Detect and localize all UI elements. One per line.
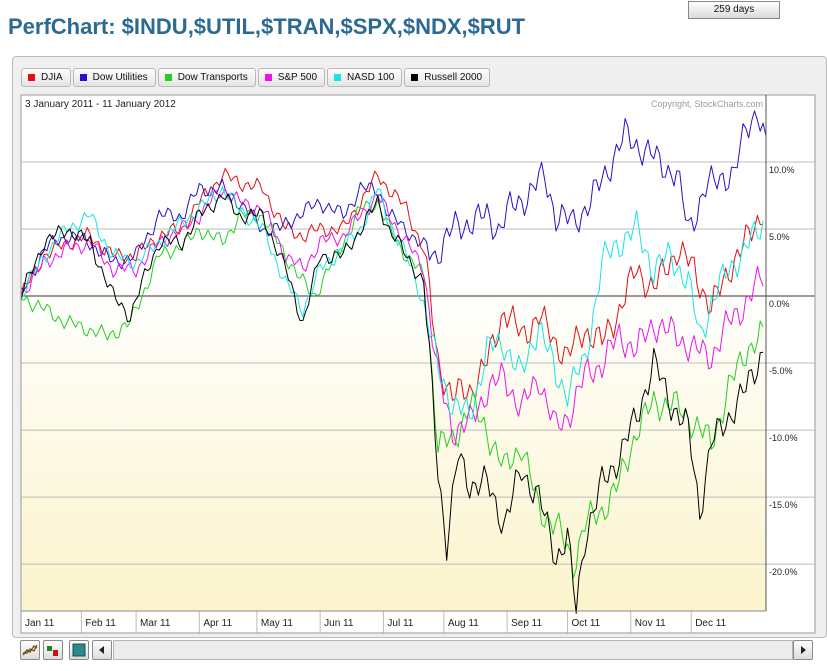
x-tick-label: Sep 11	[511, 618, 542, 629]
x-tick-label: Nov 11	[635, 618, 666, 629]
y-tick-label: 5.0%	[769, 232, 790, 242]
y-tick-label: -5.0%	[769, 366, 793, 376]
x-tick-label: Aug 11	[448, 618, 479, 629]
legend-swatch	[79, 74, 87, 81]
histogram-icon	[47, 646, 58, 656]
range-slider-handle[interactable]: 259 days	[688, 1, 780, 19]
series-line-5	[20, 193, 764, 614]
legend-item-0[interactable]: DJIA	[21, 68, 71, 87]
x-tick-label: May 11	[261, 618, 293, 629]
histogram-button[interactable]	[43, 640, 63, 660]
copyright-label: Copyright, StockCharts.com	[651, 99, 763, 109]
x-tick-label: Jan 11	[25, 618, 55, 629]
legend: DJIA Dow Utilities Dow Transports S&P 500 NA…	[21, 68, 492, 87]
y-axis: 10.0% 5.0% 0.0% -5.0% -10.0% -15.0% -20.0%	[769, 165, 798, 577]
x-tick-label: Oct 11	[572, 618, 601, 629]
line-chart-icon	[22, 644, 38, 656]
y-tick-label: -10.0%	[769, 433, 798, 443]
range-scrollbar[interactable]	[113, 640, 793, 660]
y-tick-label: -20.0%	[769, 567, 798, 577]
series-lines	[20, 110, 767, 614]
axis-strip-right	[766, 95, 815, 611]
legend-swatch	[264, 74, 272, 81]
scroll-left-button[interactable]	[92, 640, 112, 660]
x-axis: Jan 11 Feb 11 Mar 11 Apr 11 May 11 Jun 11 Jul …	[25, 611, 727, 633]
legend-label: S&P 500	[277, 72, 318, 83]
series-line-3	[20, 188, 764, 446]
y-tick-label: 0.0%	[769, 299, 790, 309]
series-line-0	[20, 168, 764, 401]
line-chart-button[interactable]	[20, 640, 40, 660]
arrow-left-icon	[99, 646, 104, 654]
chart-toolbar	[20, 640, 813, 662]
plot-background	[21, 95, 766, 611]
y-tick-label: -15.0%	[769, 500, 798, 510]
legend-swatch	[334, 74, 342, 81]
legend-label: Russell 2000	[424, 72, 483, 83]
legend-swatch	[164, 74, 172, 81]
x-tick-label: Feb 11	[85, 618, 116, 629]
candle-icon	[72, 643, 86, 657]
legend-item-2[interactable]: Dow Transports	[157, 68, 256, 87]
x-tick-label: Dec 11	[695, 618, 726, 629]
legend-item-3[interactable]: S&P 500	[257, 68, 326, 87]
series-line-2	[20, 199, 764, 579]
legend-swatch	[411, 74, 419, 81]
legend-label: Dow Utilities	[92, 72, 148, 83]
date-range-label: 3 January 2011 - 11 January 2012	[25, 99, 176, 110]
x-tick-label: Jul 11	[387, 618, 413, 629]
x-tick-label: Jun 11	[324, 618, 354, 629]
legend-swatch	[28, 74, 35, 81]
series-line-1	[20, 110, 767, 291]
page-title: PerfChart: $INDU,$UTIL,$TRAN,$SPX,$NDX,$…	[8, 14, 526, 39]
scroll-right-button[interactable]	[793, 640, 813, 660]
y-tick-label: 10.0%	[769, 165, 795, 175]
legend-label: DJIA	[41, 72, 63, 83]
legend-label: Dow Transports	[177, 72, 248, 83]
legend-item-4[interactable]: NASD 100	[327, 68, 403, 87]
series-line-4	[20, 185, 764, 420]
legend-label: NASD 100	[347, 72, 395, 83]
x-tick-label: Apr 11	[203, 618, 232, 629]
x-tick-label: Mar 11	[140, 618, 171, 629]
candle-button[interactable]	[69, 640, 89, 660]
legend-item-1[interactable]: Dow Utilities	[72, 68, 156, 87]
legend-item-5[interactable]: Russell 2000	[404, 68, 491, 87]
plot-border	[20, 94, 816, 634]
xaxis-strip	[21, 611, 815, 633]
arrow-right-icon	[801, 646, 806, 654]
